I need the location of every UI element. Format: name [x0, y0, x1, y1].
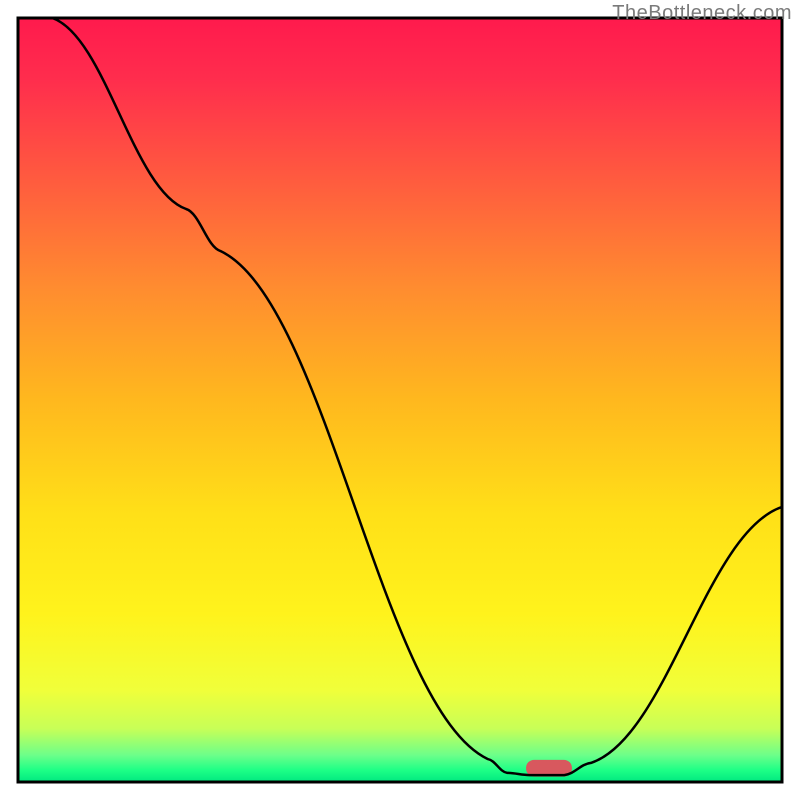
chart-container: TheBottleneck.com: [0, 0, 800, 800]
gradient-background: [18, 18, 782, 782]
bottleneck-chart: [0, 0, 800, 800]
